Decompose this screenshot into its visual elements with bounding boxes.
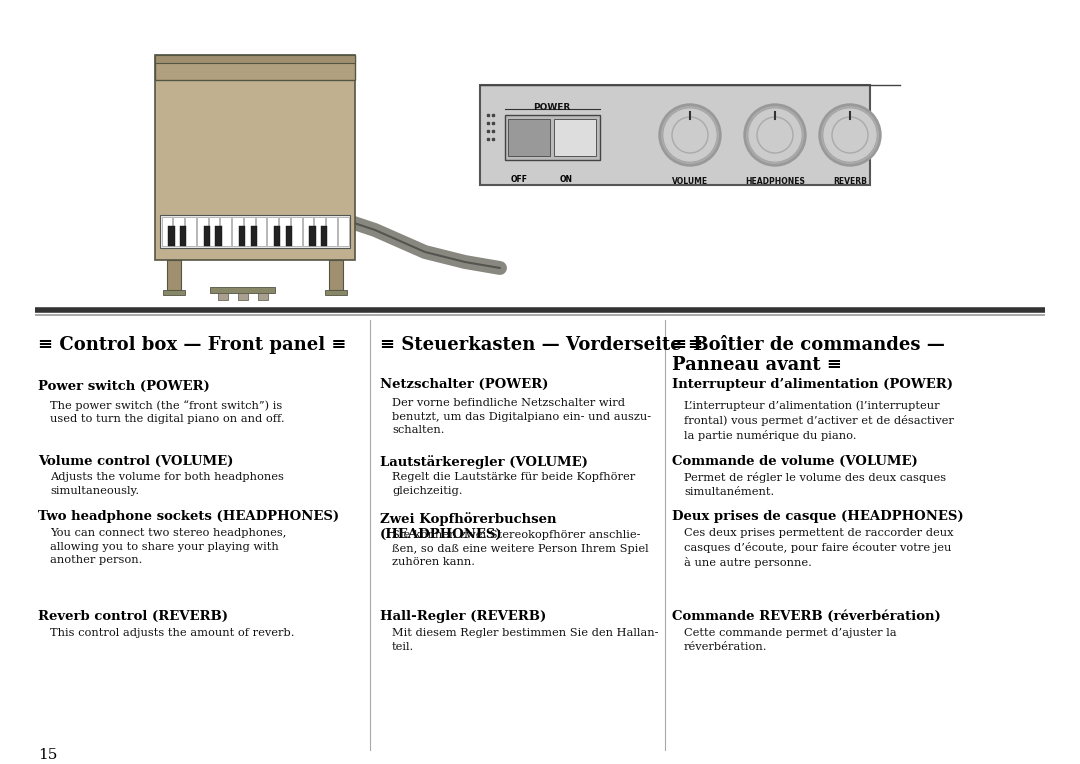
Text: Zwei Kopfhörerbuchsen
(HEADPHONES): Zwei Kopfhörerbuchsen (HEADPHONES) — [380, 512, 556, 541]
Bar — [326, 217, 337, 246]
Bar — [232, 217, 243, 246]
Text: Panneau avant ≡: Panneau avant ≡ — [672, 356, 842, 374]
Bar — [167, 260, 181, 290]
Text: POWER: POWER — [534, 103, 570, 112]
Text: Hall-Regler (REVERB): Hall-Regler (REVERB) — [380, 610, 546, 623]
Text: Permet de régler le volume des deux casques
simultanément.: Permet de régler le volume des deux casq… — [684, 472, 946, 497]
Text: 15: 15 — [38, 748, 57, 762]
Bar — [338, 217, 349, 246]
Bar — [168, 226, 175, 246]
Bar — [286, 226, 293, 246]
Text: The power switch (the “front switch”) is
used to turn the digital piano on and o: The power switch (the “front switch”) is… — [50, 400, 285, 424]
Bar — [508, 119, 550, 156]
Bar — [329, 260, 343, 290]
Bar — [251, 226, 257, 246]
Text: OFF: OFF — [511, 175, 527, 184]
Circle shape — [824, 109, 876, 161]
Bar — [185, 217, 195, 246]
Bar — [203, 226, 210, 246]
Bar — [208, 217, 219, 246]
Bar — [505, 115, 600, 160]
Text: ≡ Control box — Front panel ≡: ≡ Control box — Front panel ≡ — [38, 336, 347, 354]
Bar — [258, 293, 268, 300]
Text: Netzschalter (POWER): Netzschalter (POWER) — [380, 378, 549, 391]
Circle shape — [744, 104, 806, 166]
Text: Ces deux prises permettent de raccorder deux
casques d’écoute, pour faire écoute: Ces deux prises permettent de raccorder … — [684, 528, 954, 568]
Bar — [554, 119, 596, 156]
Circle shape — [819, 104, 881, 166]
Bar — [238, 293, 248, 300]
Text: Two headphone sockets (HEADPHONES): Two headphone sockets (HEADPHONES) — [38, 510, 339, 523]
Bar — [279, 217, 289, 246]
Bar — [314, 217, 325, 246]
Bar — [274, 226, 281, 246]
Text: ≡ Steuerkasten — Vorderseite ≡: ≡ Steuerkasten — Vorderseite ≡ — [380, 336, 703, 354]
Text: This control adjusts the amount of reverb.: This control adjusts the amount of rever… — [50, 628, 295, 638]
Text: Mit diesem Regler bestimmen Sie den Hallan-
teil.: Mit diesem Regler bestimmen Sie den Hall… — [392, 628, 659, 652]
Bar — [156, 55, 355, 80]
Bar — [163, 290, 185, 295]
Circle shape — [750, 109, 801, 161]
Text: Power switch (POWER): Power switch (POWER) — [38, 380, 210, 393]
Text: ON: ON — [559, 175, 572, 184]
Text: Cette commande permet d’ajuster la
réverbération.: Cette commande permet d’ajuster la réver… — [684, 628, 896, 652]
Text: Interrupteur d’alimentation (POWER): Interrupteur d’alimentation (POWER) — [672, 378, 953, 391]
Bar — [156, 55, 355, 63]
Text: ≡ Boîtier de commandes —: ≡ Boîtier de commandes — — [672, 336, 945, 354]
Bar — [309, 226, 315, 246]
Bar — [160, 215, 350, 248]
Bar — [210, 287, 275, 293]
Bar — [215, 226, 221, 246]
Text: VOLUME: VOLUME — [672, 177, 708, 186]
Text: Volume control (VOLUME): Volume control (VOLUME) — [38, 455, 233, 468]
Bar — [480, 85, 870, 185]
Text: Regelt die Lautstärke für beide Kopfhörer
gleichzeitig.: Regelt die Lautstärke für beide Kopfhöre… — [392, 472, 635, 496]
Bar — [162, 217, 172, 246]
Bar — [218, 293, 228, 300]
Text: HEADPHONES: HEADPHONES — [745, 177, 805, 186]
Bar — [220, 217, 231, 246]
Bar — [244, 217, 255, 246]
Text: Deux prises de casque (HEADPHONES): Deux prises de casque (HEADPHONES) — [672, 510, 963, 523]
Text: Commande de volume (VOLUME): Commande de volume (VOLUME) — [672, 455, 918, 468]
Bar — [197, 217, 207, 246]
Bar — [302, 217, 313, 246]
Text: Sie können zwei Stereokopfhörer anschlie-
ßen, so daß eine weitere Person Ihrem : Sie können zwei Stereokopfhörer anschlie… — [392, 530, 649, 567]
Text: REVERB: REVERB — [833, 177, 867, 186]
Bar — [325, 290, 347, 295]
Bar — [180, 226, 187, 246]
Bar — [291, 217, 301, 246]
Text: Lautstärkeregler (VOLUME): Lautstärkeregler (VOLUME) — [380, 455, 588, 469]
Bar — [267, 217, 278, 246]
Bar — [239, 226, 245, 246]
Circle shape — [664, 109, 716, 161]
Text: Adjusts the volume for both headphones
simultaneously.: Adjusts the volume for both headphones s… — [50, 472, 284, 496]
Text: L’interrupteur d’alimentation (l’interrupteur
frontal) vous permet d’activer et : L’interrupteur d’alimentation (l’interru… — [684, 400, 954, 441]
Text: Commande REVERB (réverbération): Commande REVERB (réverbération) — [672, 610, 941, 623]
Bar — [256, 217, 267, 246]
Text: Reverb control (REVERB): Reverb control (REVERB) — [38, 610, 228, 623]
Bar — [156, 55, 355, 260]
Bar — [173, 217, 184, 246]
Circle shape — [659, 104, 721, 166]
Text: You can connect two stereo headphones,
allowing you to share your playing with
a: You can connect two stereo headphones, a… — [50, 528, 286, 565]
Text: Der vorne befindliche Netzschalter wird
benutzt, um das Digitalpiano ein- und au: Der vorne befindliche Netzschalter wird … — [392, 398, 651, 435]
Bar — [321, 226, 327, 246]
